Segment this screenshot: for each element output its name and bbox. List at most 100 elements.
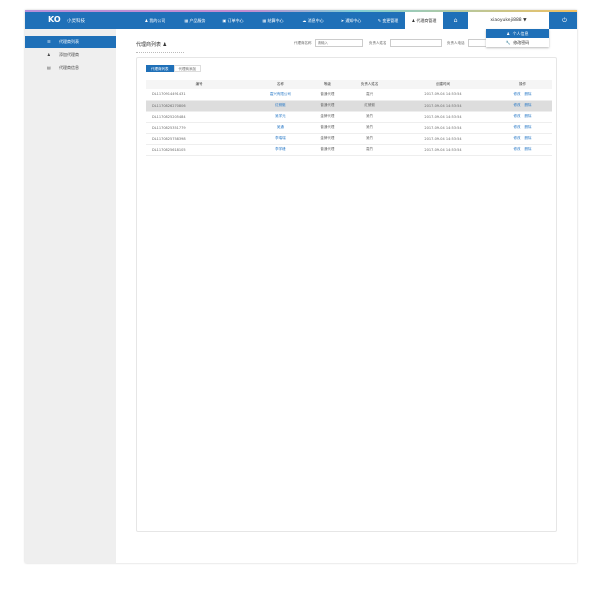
delete-link[interactable]: 删除	[524, 91, 532, 96]
sidebar-item-add-agent[interactable]: ♟ 添加代理商	[25, 49, 116, 61]
cell-id: DL1170826270806	[146, 100, 253, 112]
logo[interactable]: KO	[48, 15, 61, 24]
cell-time: 2017-09-04 14:53:54	[393, 122, 493, 134]
nav-agent-management[interactable]: ♟ 代理商管理	[405, 12, 443, 29]
cell-name[interactable]: 李瑞瑞	[252, 133, 309, 145]
cell-time: 2017-09-04 14:53:54	[393, 144, 493, 156]
cell-time: 2017-09-04 14:53:54	[393, 133, 493, 145]
cell-level: 普通代理	[308, 122, 347, 134]
cell-actions: 修改 删除	[492, 89, 552, 101]
nav-products[interactable]: ▦ 产品服务	[184, 18, 206, 23]
logo-text: 小灵科技	[67, 19, 85, 24]
delete-link[interactable]: 删除	[524, 147, 532, 151]
cell-level: 金牌代理	[308, 111, 347, 123]
cell-id: DL1170825758398	[146, 133, 253, 145]
cell-owner: 红蜻蜓	[346, 100, 394, 112]
list-icon: ☰	[47, 39, 51, 44]
cell-actions: 修改 删除	[492, 144, 552, 156]
table-row: DL1170914491431 嘉兴有限公司 普通代理 嘉兴 2017-09-04 14…	[146, 89, 552, 101]
table-row: DL1170825758398 李瑞瑞 金牌代理 吴竹 2017-09-04 14:53…	[146, 133, 552, 145]
col-level: 等级	[308, 80, 347, 89]
cell-id: DL1170914491431	[146, 89, 253, 101]
delete-link[interactable]: 删除	[524, 125, 532, 129]
table-row: DL1170826270806 红蜻蜓 普通代理 红蜻蜓 2017-09-04 14:5…	[146, 100, 552, 112]
user-menu[interactable]: xiaoyukeji888 ▼	[468, 12, 549, 29]
menu-item-change-password[interactable]: 🔧 修改密码	[505, 40, 530, 45]
cell-time: 2017-09-04 14:53:54	[393, 89, 493, 101]
search-owner-name: 负责人姓名	[369, 39, 442, 47]
page-title: 代理商列表 ♟	[136, 42, 168, 48]
nav-settlement[interactable]: ▦ 结算中心	[262, 18, 284, 23]
user-dropdown: ♟ 个人信息 🔧 修改密码	[486, 29, 549, 47]
col-actions: 操作	[492, 80, 552, 89]
cell-name[interactable]: 吴学元	[252, 111, 309, 123]
owner-name-input[interactable]	[389, 39, 442, 47]
user-icon: ♟	[506, 31, 511, 36]
home-icon[interactable]: ⌂	[453, 17, 458, 24]
tab-agent-list[interactable]: 代理商列表	[146, 65, 174, 72]
cell-owner: 吴竹	[346, 122, 394, 134]
table-row: DL1170825351779 吴通 普通代理 吴竹 2017-09-04 14:53:…	[146, 122, 552, 134]
delete-link[interactable]: 删除	[524, 136, 532, 140]
cell-owner: 吴竹	[346, 133, 394, 145]
nav-orders[interactable]: ▣ 订单中心	[222, 18, 244, 23]
add-user-icon: ♟	[47, 52, 51, 57]
table-row: DL1170825618105 李学峰 普通代理 嘉竹 2017-09-04 14:53…	[146, 144, 552, 156]
delete-link[interactable]: 删除	[524, 103, 532, 107]
nav-messages[interactable]: ☁ 消息中心	[302, 18, 324, 23]
cell-id: DL1170825618105	[146, 144, 253, 156]
divider	[136, 52, 184, 53]
cell-time: 2017-09-04 14:53:54	[393, 111, 493, 123]
cell-name[interactable]: 红蜻蜓	[252, 100, 309, 112]
edit-link[interactable]: 修改	[513, 147, 521, 151]
nav-notifications[interactable]: ➤ 通知中心	[340, 18, 362, 23]
nav-changes[interactable]: ✎ 变更管理	[377, 18, 399, 23]
col-time: 创建时间	[393, 80, 493, 89]
user-icon: ♟	[162, 42, 168, 48]
cell-level: 金牌代理	[308, 133, 347, 145]
cell-level: 普通代理	[308, 144, 347, 156]
cell-owner: 嘉兴	[346, 89, 394, 101]
power-icon[interactable]: ⏻	[562, 17, 567, 24]
cell-actions: 修改 删除	[492, 111, 552, 123]
edit-link[interactable]: 修改	[513, 91, 521, 96]
table-row: DL1170825205484 吴学元 金牌代理 吴竹 2017-09-04 14:53…	[146, 111, 552, 123]
cell-actions: 修改 删除	[492, 100, 552, 112]
menu-item-profile[interactable]: ♟ 个人信息	[486, 29, 549, 38]
col-owner: 负责人姓名	[346, 80, 394, 89]
edit-link[interactable]: 修改	[513, 136, 521, 140]
cell-level: 普通代理	[308, 89, 347, 101]
cell-actions: 修改 删除	[492, 122, 552, 134]
col-name: 名称	[252, 80, 309, 89]
top-nav-bar: KO 小灵科技 ♟ 我的公司 ▦ 产品服务 ▣ 订单中心 ▦ 结算中心 ☁ 消息…	[25, 12, 577, 29]
cell-id: DL1170825205484	[146, 111, 253, 123]
cell-owner: 吴竹	[346, 111, 394, 123]
sidebar-item-agent-info[interactable]: ▤ 代理商信息	[25, 62, 116, 74]
cell-level: 普通代理	[308, 100, 347, 112]
col-id: 编号	[146, 80, 253, 89]
caret-down-icon: ▼	[523, 18, 527, 23]
cell-name[interactable]: 李学峰	[252, 144, 309, 156]
agent-list-card: 代理商列表 代理商添加 编号 名称 等级 负责人姓名 创建时间 操作 DL117…	[136, 57, 557, 532]
sidebar-item-agent-list[interactable]: ☰ 代理商列表	[25, 36, 116, 48]
wrench-icon: 🔧	[505, 40, 511, 45]
nav-my-company[interactable]: ♟ 我的公司	[144, 18, 166, 23]
cell-time: 2017-09-04 14:53:54	[393, 100, 493, 112]
cell-id: DL1170825351779	[146, 122, 253, 134]
cell-name[interactable]: 吴通	[252, 122, 309, 134]
search-agent-name: 代理商名称	[294, 39, 363, 47]
accent-stripe	[25, 10, 577, 12]
edit-link[interactable]: 修改	[513, 114, 521, 118]
edit-link[interactable]: 修改	[513, 125, 521, 129]
app-window: KO 小灵科技 ♟ 我的公司 ▦ 产品服务 ▣ 订单中心 ▦ 结算中心 ☁ 消息…	[25, 10, 577, 563]
agent-name-input[interactable]	[314, 39, 363, 47]
cell-actions: 修改 删除	[492, 133, 552, 145]
sidebar: ☰ 代理商列表 ♟ 添加代理商 ▤ 代理商信息	[25, 29, 116, 563]
edit-link[interactable]: 修改	[513, 103, 521, 107]
cell-owner: 嘉竹	[346, 144, 394, 156]
cell-name[interactable]: 嘉兴有限公司	[252, 89, 309, 101]
delete-link[interactable]: 删除	[524, 114, 532, 118]
tab-add-agent[interactable]: 代理商添加	[173, 65, 201, 72]
info-icon: ▤	[47, 65, 51, 70]
agent-table: 编号 名称 等级 负责人姓名 创建时间 操作 DL1170914491431 嘉兴…	[146, 80, 552, 156]
